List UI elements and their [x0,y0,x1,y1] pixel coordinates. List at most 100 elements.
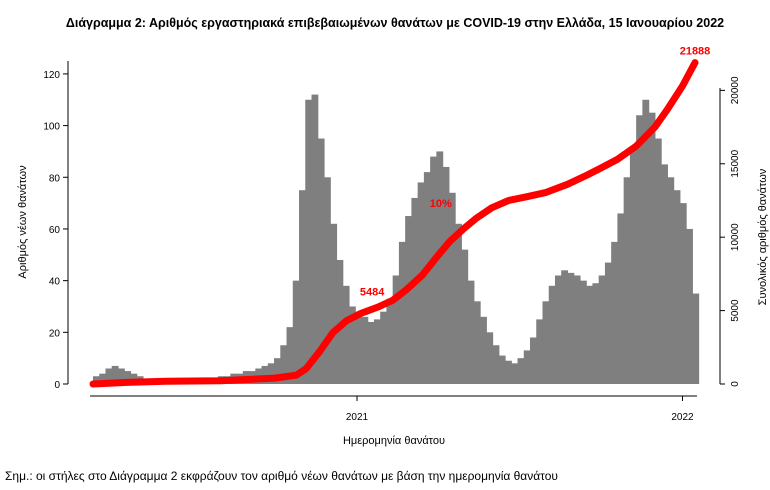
bar [267,363,275,384]
bar [99,373,107,384]
y2-tick-label: 10000 [730,223,741,251]
bar [392,275,400,384]
bar [679,203,687,384]
x-ticks-group: 2021 2022 [346,396,694,423]
y2-tick-label: 5000 [730,299,741,322]
bar [261,365,269,384]
bar [480,316,487,384]
y-tick-label: 80 [49,173,61,184]
bar [280,345,288,384]
y-tick-label: 40 [49,277,61,288]
annotations-group: 21888 5484 10% [360,46,710,299]
bar [611,241,619,384]
bar [430,156,437,384]
right-ticks-group: 0 5000 10000 15000 20000 [720,76,741,387]
bar [667,177,675,384]
bars-group [93,94,700,385]
bar [355,311,363,384]
bar [299,190,306,384]
bar [617,213,625,384]
bar [311,94,319,384]
bar [473,301,481,384]
bar [461,249,469,384]
cumulative-deaths-line [89,59,699,388]
bar [111,365,119,384]
bar [286,327,294,384]
bar [554,275,562,384]
bar [367,321,375,384]
bar [673,190,681,384]
bar [642,99,650,384]
bar [442,166,450,384]
bar [317,138,325,384]
bar [448,192,456,384]
bar [661,164,668,384]
y2-tick-label: 15000 [730,149,741,177]
annotation-label: 21888 [680,46,711,58]
bar [648,112,656,385]
bar [604,262,612,384]
y-tick-label: 20 [49,328,61,339]
bar [498,355,506,384]
bar [636,115,643,384]
bar [292,280,300,384]
bar [542,301,550,384]
bar [105,368,113,384]
bar [124,371,132,384]
bar [386,298,394,384]
bar [330,223,338,384]
bar [561,270,569,384]
bar [505,360,512,384]
bar [548,285,556,384]
bar [492,345,500,384]
bar [536,319,544,384]
bar [436,151,444,384]
bar [93,376,100,384]
bar [467,280,475,384]
bar [692,293,700,384]
bar [373,319,381,384]
chart-title: Διάγραμμα 2: Αριθμός εργαστηριακά επιβεβ… [65,16,725,30]
bar [398,241,406,384]
bar [348,306,356,384]
bar [305,99,313,384]
bar [342,285,350,384]
y-tick-label: 100 [43,122,60,133]
bar [523,350,531,384]
annotation-label: 5484 [360,286,385,298]
x-tick-label: 2021 [346,412,369,423]
bar [567,272,575,384]
bar [598,275,606,384]
y-tick-label: 0 [54,380,60,391]
bar [411,197,419,384]
x-axis-label: Ημερομηνία θανάτου [343,435,445,447]
bar [573,275,581,384]
bar [629,146,637,384]
bar [117,368,125,384]
bar [511,363,519,384]
bar [530,337,537,384]
annotation-label: 10% [430,198,452,210]
y2-axis-label: Συνολικός αριθμός θανάτων [757,168,769,305]
x-tick-label: 2022 [671,412,694,423]
bar [586,285,594,384]
axes-group [67,61,721,397]
bar [623,177,631,384]
bar [274,358,281,384]
y-tick-label: 120 [43,70,60,81]
y-axis-label: Αριθμός νέων θανάτων [17,165,29,279]
bar [417,182,425,384]
y-tick-label: 60 [49,225,61,236]
y2-tick-label: 0 [730,381,741,387]
bar [486,332,494,384]
bar [323,177,331,384]
y2-tick-label: 20000 [730,76,741,104]
bar [592,283,600,384]
bar [405,216,412,384]
bar [579,280,587,384]
left-ticks-group: 0 20 40 60 80 100 120 [43,70,68,391]
chart-note: Σημ.: οι στήλες στο Διάγραμμα 2 εκφράζου… [5,469,558,483]
bar [380,311,388,384]
bar [423,172,431,384]
